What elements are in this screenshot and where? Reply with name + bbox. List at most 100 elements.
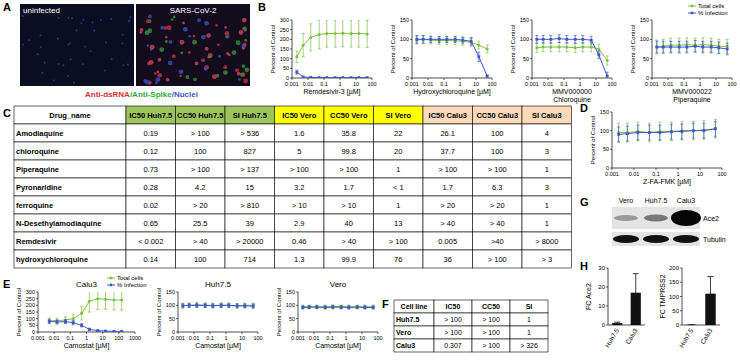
marker [220, 304, 223, 307]
protein-label: Ace2 [703, 215, 719, 222]
error-stem [212, 304, 213, 308]
error-stem [105, 292, 106, 309]
table-text: > 100 [482, 316, 500, 323]
error-stem [121, 330, 122, 332]
error-cap [429, 42, 432, 43]
error-bar [535, 35, 538, 43]
marker [702, 129, 705, 132]
error-stem [316, 305, 317, 308]
error-stem [303, 34, 304, 57]
y-tick-label: 150 [600, 109, 609, 115]
table-cell [275, 160, 325, 178]
table-cell [176, 124, 226, 142]
error-stem [702, 41, 703, 53]
x-tick-label: 1 [676, 171, 679, 177]
x-tick-label: 0.1 [440, 81, 448, 87]
x-tick [444, 78, 445, 80]
error-bar [658, 125, 661, 140]
error-cap [454, 36, 457, 37]
table-text: > 100 [444, 329, 462, 336]
error-stem [332, 305, 333, 308]
header-cell [522, 106, 572, 124]
error-bar [701, 41, 704, 53]
error-cap [606, 65, 609, 66]
x-tick-label: 1 [698, 81, 701, 87]
error-stem [364, 306, 365, 309]
error-cap [565, 35, 568, 36]
error-bar [301, 306, 304, 309]
marker [48, 319, 51, 322]
marker [461, 39, 464, 42]
x-tick [476, 78, 477, 80]
table-header: SI [526, 303, 533, 310]
cell [197, 18, 201, 22]
table-cell [394, 339, 434, 352]
error-stem [663, 41, 664, 53]
chart-title: Calu3 [76, 280, 97, 289]
cell [183, 27, 188, 32]
error-cap [204, 307, 207, 308]
marker [204, 304, 207, 307]
x-tick [428, 78, 429, 80]
y-tick [680, 282, 682, 283]
x-axis-label: Remdesivir-3 [µM] [304, 88, 361, 96]
error-stem [97, 330, 98, 331]
table-text: > 10 [341, 201, 356, 210]
marker [549, 46, 552, 49]
cell [179, 74, 182, 77]
y-axis-label: Percent of Control [270, 25, 276, 73]
error-bar [204, 303, 207, 307]
error-bar [72, 321, 75, 325]
chart-title: Huh7.5 [205, 280, 231, 289]
error-stem [686, 41, 687, 53]
error-cap [590, 43, 593, 44]
error-cap [227, 303, 230, 304]
error-cap [717, 53, 720, 54]
table-header: SI Vero [386, 111, 412, 120]
error-cap [535, 43, 538, 44]
error-bar [309, 77, 312, 78]
panel-label: C [3, 107, 11, 119]
table-cell [423, 232, 473, 250]
marker [445, 38, 448, 41]
x-tick [292, 78, 293, 80]
error-bar [334, 20, 337, 47]
header-cell [394, 300, 434, 313]
error-bar [295, 51, 298, 63]
error-cap [477, 41, 480, 42]
x-axis-label: Camostat [µM] [64, 342, 110, 350]
cell [218, 55, 221, 58]
error-stem [679, 41, 680, 53]
error-bar [204, 303, 207, 307]
y-tick-label: 150 [26, 309, 35, 315]
image-bg [136, 4, 250, 86]
error-cap [558, 42, 561, 43]
cell [171, 18, 174, 21]
legend-marker [691, 5, 694, 8]
x-tick-label: 100 [253, 335, 262, 341]
figure: ABCDEFGHuninfectedSARS-CoV-2Anti-dsRNA/A… [0, 0, 740, 361]
error-cap [195, 303, 198, 304]
marker [347, 305, 350, 308]
error-bar [120, 292, 123, 310]
error-cap [685, 41, 688, 42]
marker [655, 46, 658, 49]
error-stem [582, 35, 583, 43]
error-cap [702, 138, 705, 139]
error-cap [227, 307, 230, 308]
error-stem [65, 320, 66, 324]
y-tick-label: 100 [280, 56, 289, 62]
marker [88, 328, 91, 331]
error-bar [347, 306, 350, 309]
table-cell [14, 142, 126, 160]
y-tick-label: 0 [676, 322, 680, 328]
error-bar [112, 292, 115, 310]
cell [208, 54, 212, 58]
cell [71, 17, 73, 19]
error-cap [445, 42, 448, 43]
x-tick-label: 10 [359, 335, 365, 341]
error-cap [48, 319, 51, 320]
error-bar [80, 324, 83, 327]
error-cap [204, 307, 207, 308]
table-cell [522, 178, 572, 196]
